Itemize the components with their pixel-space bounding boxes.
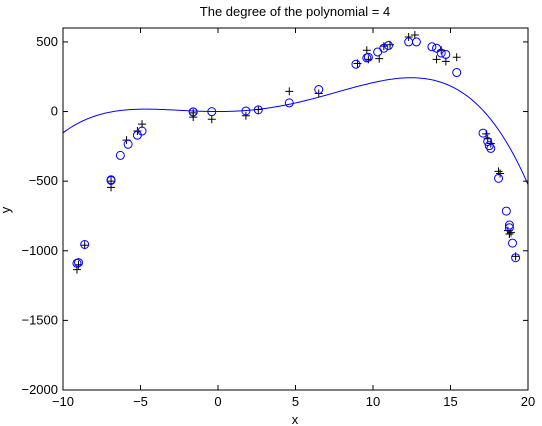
circle-marker [441,49,451,59]
plus-marker [379,42,388,51]
circle-marker [188,107,198,117]
x-tick-label: 10 [366,394,380,409]
plus-marker [496,169,505,178]
circle-marker [478,128,488,138]
data-markers [72,30,521,274]
circle-marker [432,43,442,53]
plot-area [62,30,529,274]
y-axis-label: y [0,206,13,213]
x-tick-label: −10 [52,394,74,409]
circle-marker [74,258,83,268]
circle-marker [504,220,514,230]
circle-marker [427,42,437,52]
circle-marker [106,175,116,185]
axis-tick-labels: −10 −5 0 5 10 15 20 −2000 −1500 −1000 −500 0 500 [21,34,535,409]
circle-marker [436,48,446,58]
circle-marker [115,150,125,160]
plus-marker [506,228,515,237]
plus-marker [80,241,89,250]
plus-marker [452,53,461,62]
x-tick-label: 15 [443,394,457,409]
x-tick-label: 0 [214,394,221,409]
y-tick-label: 0 [51,104,58,119]
x-tick-label: 20 [521,394,535,409]
plus-marker [432,55,441,64]
circle-marker [411,37,421,47]
x-axis-label: x [292,412,299,426]
circle-marker [137,126,147,136]
y-tick-label: −2000 [21,382,58,397]
circle-marker [363,52,373,62]
circle-marker [501,206,511,216]
circle-marker [508,238,517,248]
y-tick-label: −1500 [21,312,58,327]
plus-marker [410,30,419,39]
x-tick-label: −5 [133,394,148,409]
fit-curve-line [62,77,529,185]
circle-marker [123,139,133,149]
circle-marker [511,253,521,263]
circle-marker [504,223,514,233]
circle-marker [80,240,90,250]
circle-marker [452,68,462,78]
plus-marker [404,33,413,42]
x-tick-label: 5 [292,394,299,409]
circle-marker [384,41,393,51]
y-tick-label: −1000 [21,243,58,258]
plus-marker [254,105,263,114]
circle-marker [284,98,294,108]
circle-marker [253,105,263,115]
y-tick-label: −500 [29,173,58,188]
circle-marker [494,173,504,183]
plus-marker [189,113,198,122]
plus-marker [362,46,371,55]
circle-marker [207,107,217,117]
circle-marker [351,59,361,69]
axes-box [62,27,529,391]
axis-ticks [62,28,529,391]
plus-marker [285,87,294,96]
plus-marker [241,111,250,120]
plus-marker [207,115,216,124]
circle-marker [314,85,324,95]
circle-marker [241,106,251,116]
chart-title: The degree of the polynomial = 4 [200,4,390,19]
circle-marker [486,143,496,153]
y-tick-label: 500 [36,34,58,49]
circle-marker [379,43,389,53]
